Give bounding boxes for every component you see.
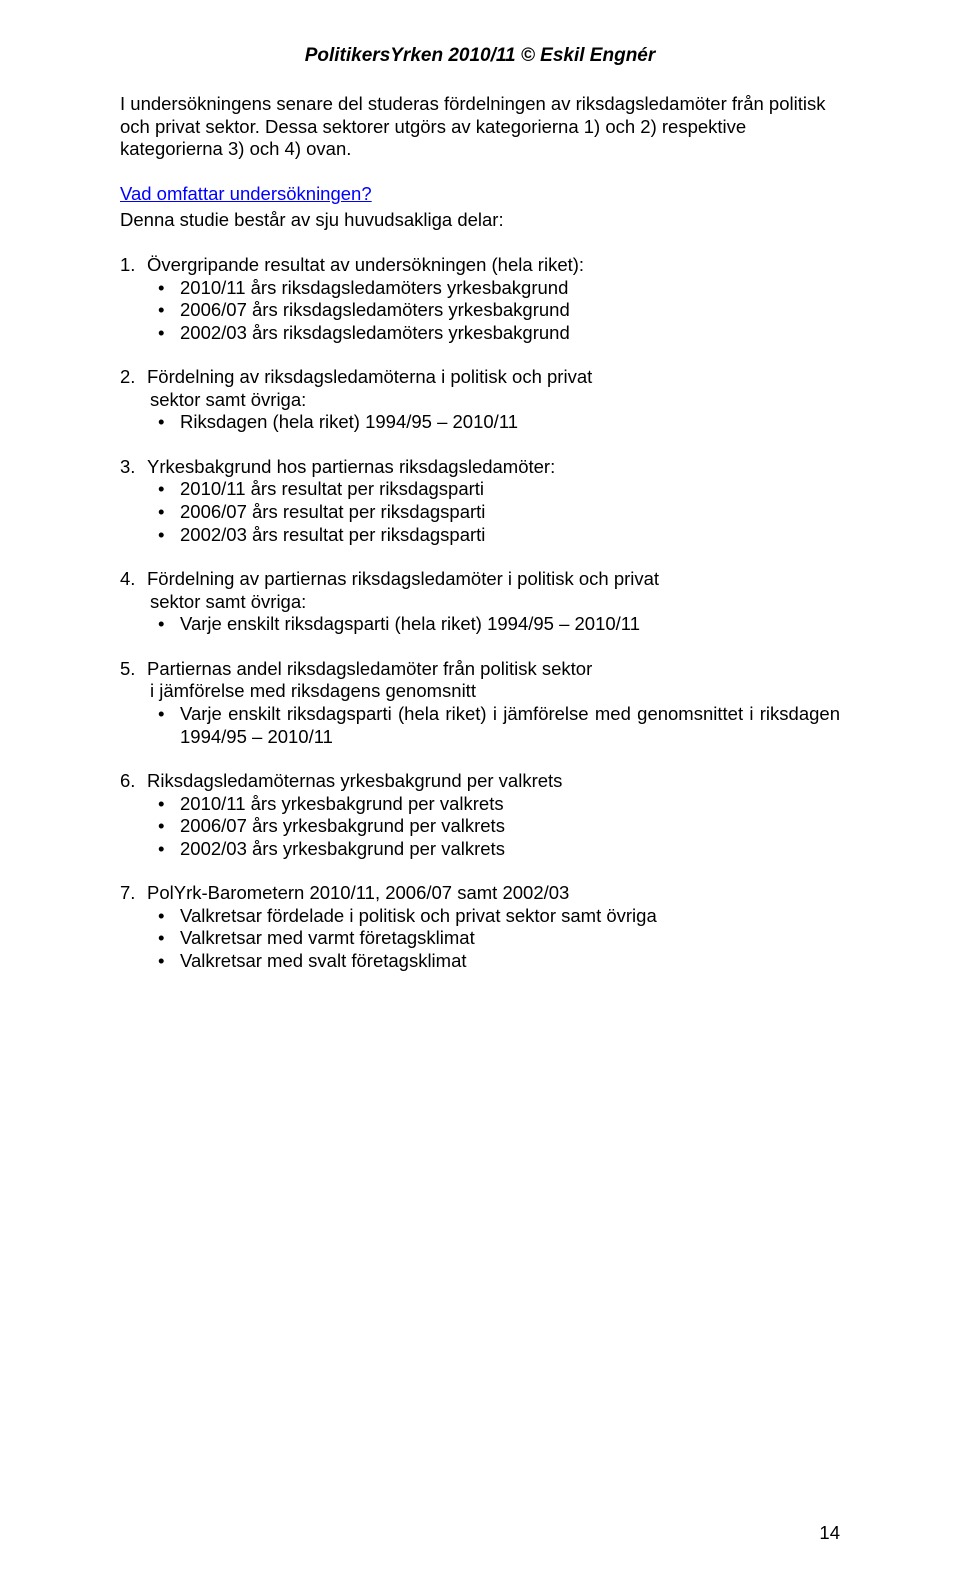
page-header: PolitikersYrken 2010/11 © Eskil Engnér [120, 44, 840, 67]
bullet-item: 2002/03 års yrkesbakgrund per valkrets [180, 838, 840, 861]
section-item: 3.Yrkesbakgrund hos partiernas riksdagsl… [120, 456, 840, 546]
section-bullets: 2010/11 års yrkesbakgrund per valkrets20… [120, 793, 840, 861]
page-number: 14 [819, 1522, 840, 1545]
section-item: 5.Partiernas andel riksdagsledamöter frå… [120, 658, 840, 748]
section-bullets: 2010/11 års resultat per riksdagsparti20… [120, 478, 840, 546]
bullet-item: Varje enskilt riksdagsparti (hela riket)… [180, 613, 840, 636]
section-lead-text: Yrkesbakgrund hos partiernas riksdagsled… [147, 456, 555, 477]
section-lead-text: Fördelning av riksdagsledamöterna i poli… [147, 366, 592, 387]
intro-after-head: Denna studie består av sju huvudsakliga … [120, 209, 840, 232]
section-lead-text: Riksdagsledamöternas yrkesbakgrund per v… [147, 770, 562, 791]
section-marker: 3. [120, 456, 147, 479]
intro-paragraph: I undersökningens senare del studeras fö… [120, 93, 840, 161]
section-bullets: Varje enskilt riksdagsparti (hela riket)… [120, 613, 840, 636]
section-marker: 4. [120, 568, 147, 591]
bullet-item: 2010/11 års yrkesbakgrund per valkrets [180, 793, 840, 816]
section-item: 2.Fördelning av riksdagsledamöterna i po… [120, 366, 840, 434]
bullet-item: 2006/07 års yrkesbakgrund per valkrets [180, 815, 840, 838]
section-bullets: Varje enskilt riksdagsparti (hela riket)… [120, 703, 840, 748]
section-lead: 5.Partiernas andel riksdagsledamöter frå… [120, 658, 840, 681]
section-subline: i jämförelse med riksdagens genomsnitt [120, 680, 840, 703]
section-marker: 7. [120, 882, 147, 905]
section-lead: 7.PolYrk-Barometern 2010/11, 2006/07 sam… [120, 882, 840, 905]
section-item: 1.Övergripande resultat av undersökninge… [120, 254, 840, 344]
bullet-item: Valkretsar fördelade i politisk och priv… [180, 905, 840, 928]
sections-list: 1.Övergripande resultat av undersökninge… [120, 254, 840, 973]
section-lead: 3.Yrkesbakgrund hos partiernas riksdagsl… [120, 456, 840, 479]
bullet-item: 2006/07 års resultat per riksdagsparti [180, 501, 840, 524]
section-item: 7.PolYrk-Barometern 2010/11, 2006/07 sam… [120, 882, 840, 972]
section-bullets: Valkretsar fördelade i politisk och priv… [120, 905, 840, 973]
section-lead: 6.Riksdagsledamöternas yrkesbakgrund per… [120, 770, 840, 793]
section-subline: sektor samt övriga: [120, 389, 840, 412]
bullet-item: 2010/11 års resultat per riksdagsparti [180, 478, 840, 501]
section-lead: 4.Fördelning av partiernas riksdagsledam… [120, 568, 840, 591]
bullet-item: Valkretsar med svalt företagsklimat [180, 950, 840, 973]
section-item: 4.Fördelning av partiernas riksdagsledam… [120, 568, 840, 636]
bullet-item: Varje enskilt riksdagsparti (hela riket)… [180, 703, 840, 748]
bullet-item: Valkretsar med varmt företagsklimat [180, 927, 840, 950]
bullet-item: 2006/07 års riksdagsledamöters yrkesbakg… [180, 299, 840, 322]
section-marker: 1. [120, 254, 147, 277]
section-item: 6.Riksdagsledamöternas yrkesbakgrund per… [120, 770, 840, 860]
bullet-item: 2010/11 års riksdagsledamöters yrkesbakg… [180, 277, 840, 300]
section-bullets: Riksdagen (hela riket) 1994/95 – 2010/11 [120, 411, 840, 434]
section-bullets: 2010/11 års riksdagsledamöters yrkesbakg… [120, 277, 840, 345]
section-lead-text: Övergripande resultat av undersökningen … [147, 254, 584, 275]
section-marker: 6. [120, 770, 147, 793]
section-lead-text: Fördelning av partiernas riksdagsledamöt… [147, 568, 659, 589]
section-lead-text: Partiernas andel riksdagsledamöter från … [147, 658, 592, 679]
section-lead: 2.Fördelning av riksdagsledamöterna i po… [120, 366, 840, 389]
bullet-item: Riksdagen (hela riket) 1994/95 – 2010/11 [180, 411, 840, 434]
document-page: PolitikersYrken 2010/11 © Eskil Engnér I… [0, 0, 960, 1591]
subheading-link[interactable]: Vad omfattar undersökningen? [120, 183, 372, 204]
section-subline: sektor samt övriga: [120, 591, 840, 614]
section-marker: 2. [120, 366, 147, 389]
subheading-line: Vad omfattar undersökningen? [120, 183, 840, 206]
bullet-item: 2002/03 års resultat per riksdagsparti [180, 524, 840, 547]
section-marker: 5. [120, 658, 147, 681]
bullet-item: 2002/03 års riksdagsledamöters yrkesbakg… [180, 322, 840, 345]
section-lead: 1.Övergripande resultat av undersökninge… [120, 254, 840, 277]
section-lead-text: PolYrk-Barometern 2010/11, 2006/07 samt … [147, 882, 569, 903]
